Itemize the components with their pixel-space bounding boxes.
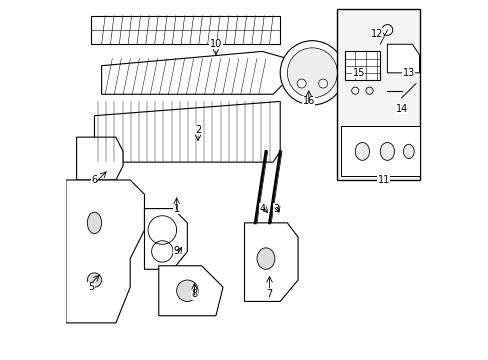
Text: 3: 3 xyxy=(273,203,279,213)
Polygon shape xyxy=(102,51,287,94)
Ellipse shape xyxy=(380,143,394,160)
Polygon shape xyxy=(159,266,223,316)
Polygon shape xyxy=(144,208,187,269)
Ellipse shape xyxy=(318,79,327,88)
Polygon shape xyxy=(91,16,280,44)
Text: 11: 11 xyxy=(377,175,389,185)
Polygon shape xyxy=(66,180,144,323)
Text: 5: 5 xyxy=(87,282,94,292)
Ellipse shape xyxy=(297,79,305,88)
Circle shape xyxy=(280,41,344,105)
Text: 8: 8 xyxy=(191,289,197,299)
Bar xyxy=(337,9,419,180)
Text: 2: 2 xyxy=(195,125,201,135)
Ellipse shape xyxy=(257,248,274,269)
Circle shape xyxy=(287,48,337,98)
Polygon shape xyxy=(94,102,280,162)
Circle shape xyxy=(351,87,358,94)
Text: 13: 13 xyxy=(402,68,414,78)
Text: 9: 9 xyxy=(173,247,179,256)
Polygon shape xyxy=(344,51,380,80)
Polygon shape xyxy=(386,44,419,73)
Polygon shape xyxy=(340,126,419,176)
Text: 16: 16 xyxy=(302,96,314,107)
Ellipse shape xyxy=(354,143,369,160)
Circle shape xyxy=(365,87,372,94)
Ellipse shape xyxy=(87,212,102,234)
Text: 15: 15 xyxy=(352,68,364,78)
Text: 12: 12 xyxy=(370,28,382,39)
Ellipse shape xyxy=(176,280,198,301)
Text: 6: 6 xyxy=(91,175,97,185)
Polygon shape xyxy=(244,223,298,301)
Circle shape xyxy=(381,24,392,35)
Text: 1: 1 xyxy=(173,203,179,213)
Text: 14: 14 xyxy=(395,104,407,113)
Text: 10: 10 xyxy=(209,39,222,49)
Text: 4: 4 xyxy=(259,203,265,213)
Ellipse shape xyxy=(403,144,413,158)
Text: 7: 7 xyxy=(266,289,272,299)
Ellipse shape xyxy=(87,273,102,287)
Polygon shape xyxy=(77,137,123,180)
